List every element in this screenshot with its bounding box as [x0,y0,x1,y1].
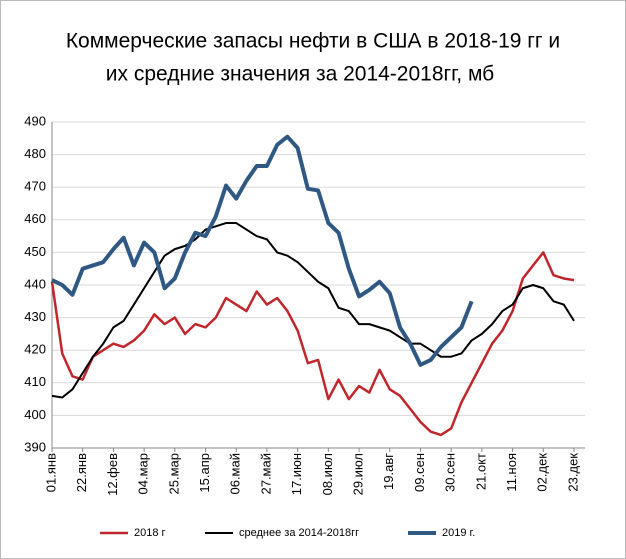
y-tick-label: 420 [24,342,46,357]
legend-label: 2019 г. [442,527,475,539]
x-tick-label: 17.июн [289,453,304,495]
x-tick-label: 23.дек [565,453,580,492]
y-tick-label: 430 [24,309,46,324]
x-tick-label: 06.май [228,453,243,495]
x-tick-label: 09.сен [412,453,427,492]
chart-title: Коммерческие запасы нефти в США в 2018-1… [66,30,560,53]
x-tick-label: 30.сен [443,453,458,492]
y-tick-label: 490 [24,113,46,128]
x-tick-label: 27.май [258,453,273,495]
y-tick-label: 410 [24,374,46,389]
x-tick-label: 21.окт [473,453,488,490]
y-tick-label: 400 [24,407,46,422]
x-tick-label: 02.дек [535,453,550,492]
y-tick-label: 390 [24,439,46,454]
y-tick-label: 440 [24,276,46,291]
y-tick-label: 470 [24,179,46,194]
y-tick-label: 480 [24,146,46,161]
x-tick-label: 22.янв [74,453,89,492]
x-tick-label: 15.апр [197,453,212,493]
x-tick-label: 12.фев [105,453,120,496]
x-tick-label: 01.янв [43,453,58,492]
x-tick-label: 25.мар [166,453,181,494]
y-tick-label: 450 [24,244,46,259]
x-tick-label: 04.мар [136,453,151,494]
legend-label: среднее за 2014-2018гг [239,527,359,539]
chart-title: их средние значения за 2014-2018гг, мб [106,63,494,86]
x-tick-label: 08.июл [320,453,335,495]
series-line [51,134,474,367]
legend-label: 2018 г [134,527,166,539]
series-line [51,222,575,399]
x-tick-label: 19.авг [381,453,396,490]
x-tick-label: 11.ноя [504,453,519,492]
series-line [50,251,575,437]
y-tick-label: 460 [24,211,46,226]
x-tick-label: 29.июл [350,453,365,495]
